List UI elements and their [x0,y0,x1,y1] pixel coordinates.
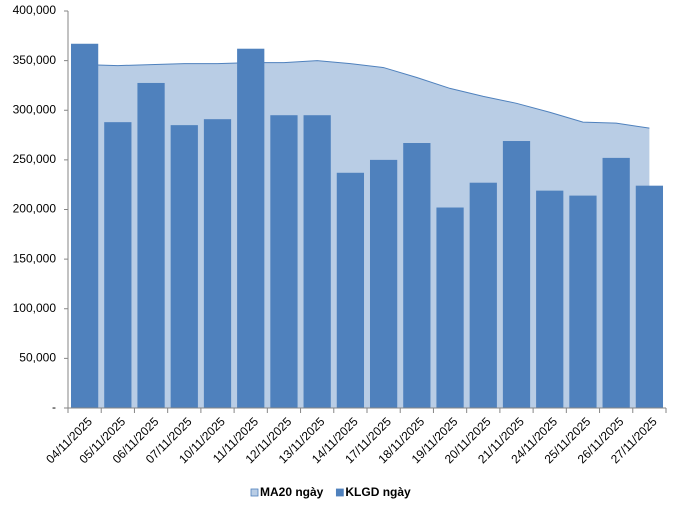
bar [436,207,464,408]
legend-swatch [335,488,344,497]
legend-label: MA20 ngày [260,485,324,499]
y-tick-label: 400,000 [13,3,57,17]
bar [303,115,331,409]
y-tick-label: - [52,400,56,414]
y-tick-label: 150,000 [13,251,57,265]
bar [203,119,232,409]
y-tick-label: 250,000 [13,152,57,166]
legend-label: KLGD ngày [345,485,411,499]
area-line [84,60,650,129]
bar [369,159,398,408]
bar [602,157,630,408]
bar [336,172,365,408]
y-tick-label: 300,000 [13,102,57,116]
bar [469,182,497,408]
bar [70,43,99,408]
bar [403,143,431,408]
bar [635,185,664,408]
area-fill [84,60,650,408]
bar [137,82,165,409]
bar [104,122,132,408]
y-tick-label: 350,000 [13,53,57,67]
legend-swatch [250,488,259,497]
y-tick-label: 100,000 [13,301,57,315]
bar [502,141,531,408]
y-tick-label: 200,000 [13,202,57,216]
y-tick-label: 50,000 [19,351,56,365]
bar [237,48,265,409]
bar [536,190,564,408]
bar [569,195,597,408]
bar [270,115,298,409]
bar [170,125,198,408]
